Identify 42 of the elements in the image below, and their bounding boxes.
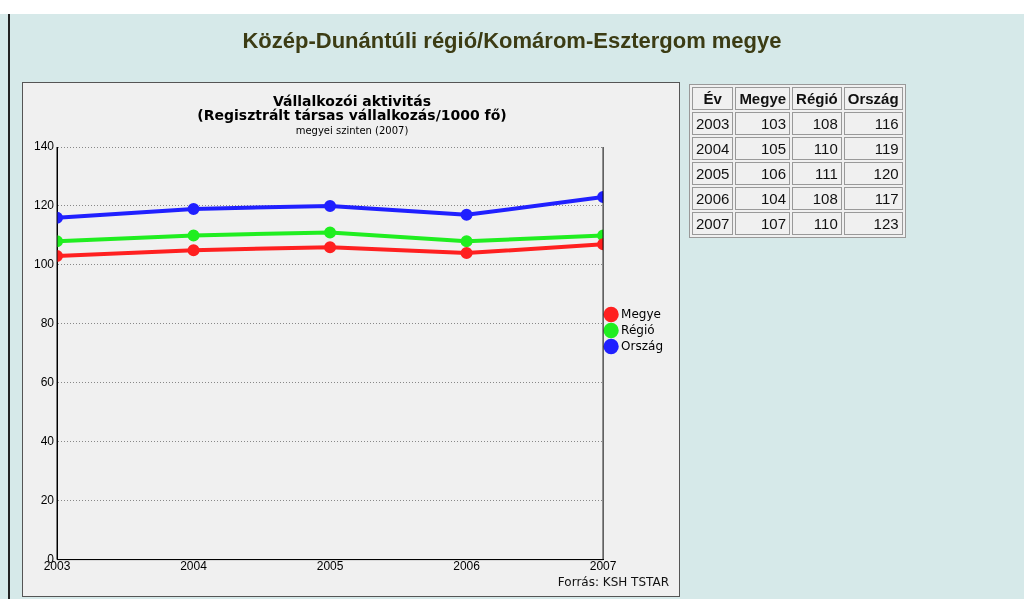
x-tick-label: 2006 <box>453 559 481 574</box>
data-label: 108 <box>792 112 842 135</box>
y-tick-label: 2004 <box>692 137 734 160</box>
legend-label: Régió <box>621 322 655 337</box>
y-tick-label: 60 <box>40 375 55 390</box>
data-label: 103 <box>735 112 791 135</box>
y-axis-title: Év <box>692 87 734 110</box>
legend-label: Megye <box>621 306 661 321</box>
data-label: 110 <box>792 137 842 160</box>
y-tick-label: 2006 <box>692 187 734 210</box>
y-tick-label: 40 <box>40 434 55 449</box>
chart-title: Vállalkozói aktivitás (Regisztrált társas vállalkozás/1000 fő) <box>197 92 507 123</box>
x-tick-label: Ország <box>843 87 903 110</box>
y-tick-label: 100 <box>33 257 55 272</box>
data-label: 120 <box>843 162 903 185</box>
data-label: 105 <box>735 137 791 160</box>
y-tick-label: 80 <box>40 316 55 331</box>
y-tick-label: 20 <box>40 492 55 507</box>
x-tick-label: 2005 <box>316 559 344 574</box>
data-label: 106 <box>735 162 791 185</box>
y-tick-label: 140 <box>33 139 55 154</box>
x-tick-label: 2004 <box>180 559 208 574</box>
data-label: 119 <box>843 137 903 160</box>
legend-label: Ország <box>621 338 664 353</box>
text: Közép-Dunántúli régió/Komárom-Esztergom megye <box>241 28 783 54</box>
y-tick-label: 2005 <box>692 162 734 185</box>
data-label: 110 <box>792 212 842 235</box>
y-tick-label: 2003 <box>692 112 734 135</box>
data-label: 116 <box>843 112 903 135</box>
data-label: 123 <box>843 212 903 235</box>
text: Forrás: KSH TSTAR <box>557 575 669 589</box>
x-tick-label: Régió <box>792 87 842 110</box>
data-label: 117 <box>843 187 903 210</box>
x-tick-label: 2007 <box>589 559 617 574</box>
data-label: 108 <box>792 187 842 210</box>
x-tick-label: Megye <box>735 87 791 110</box>
data-label: 107 <box>735 212 791 235</box>
chart-subtitle: megyei szinten (2007) <box>295 124 409 136</box>
y-tick-label: 120 <box>33 198 55 213</box>
data-label: 104 <box>735 187 791 210</box>
data-label: 111 <box>792 162 842 185</box>
y-tick-label: 2007 <box>692 212 734 235</box>
